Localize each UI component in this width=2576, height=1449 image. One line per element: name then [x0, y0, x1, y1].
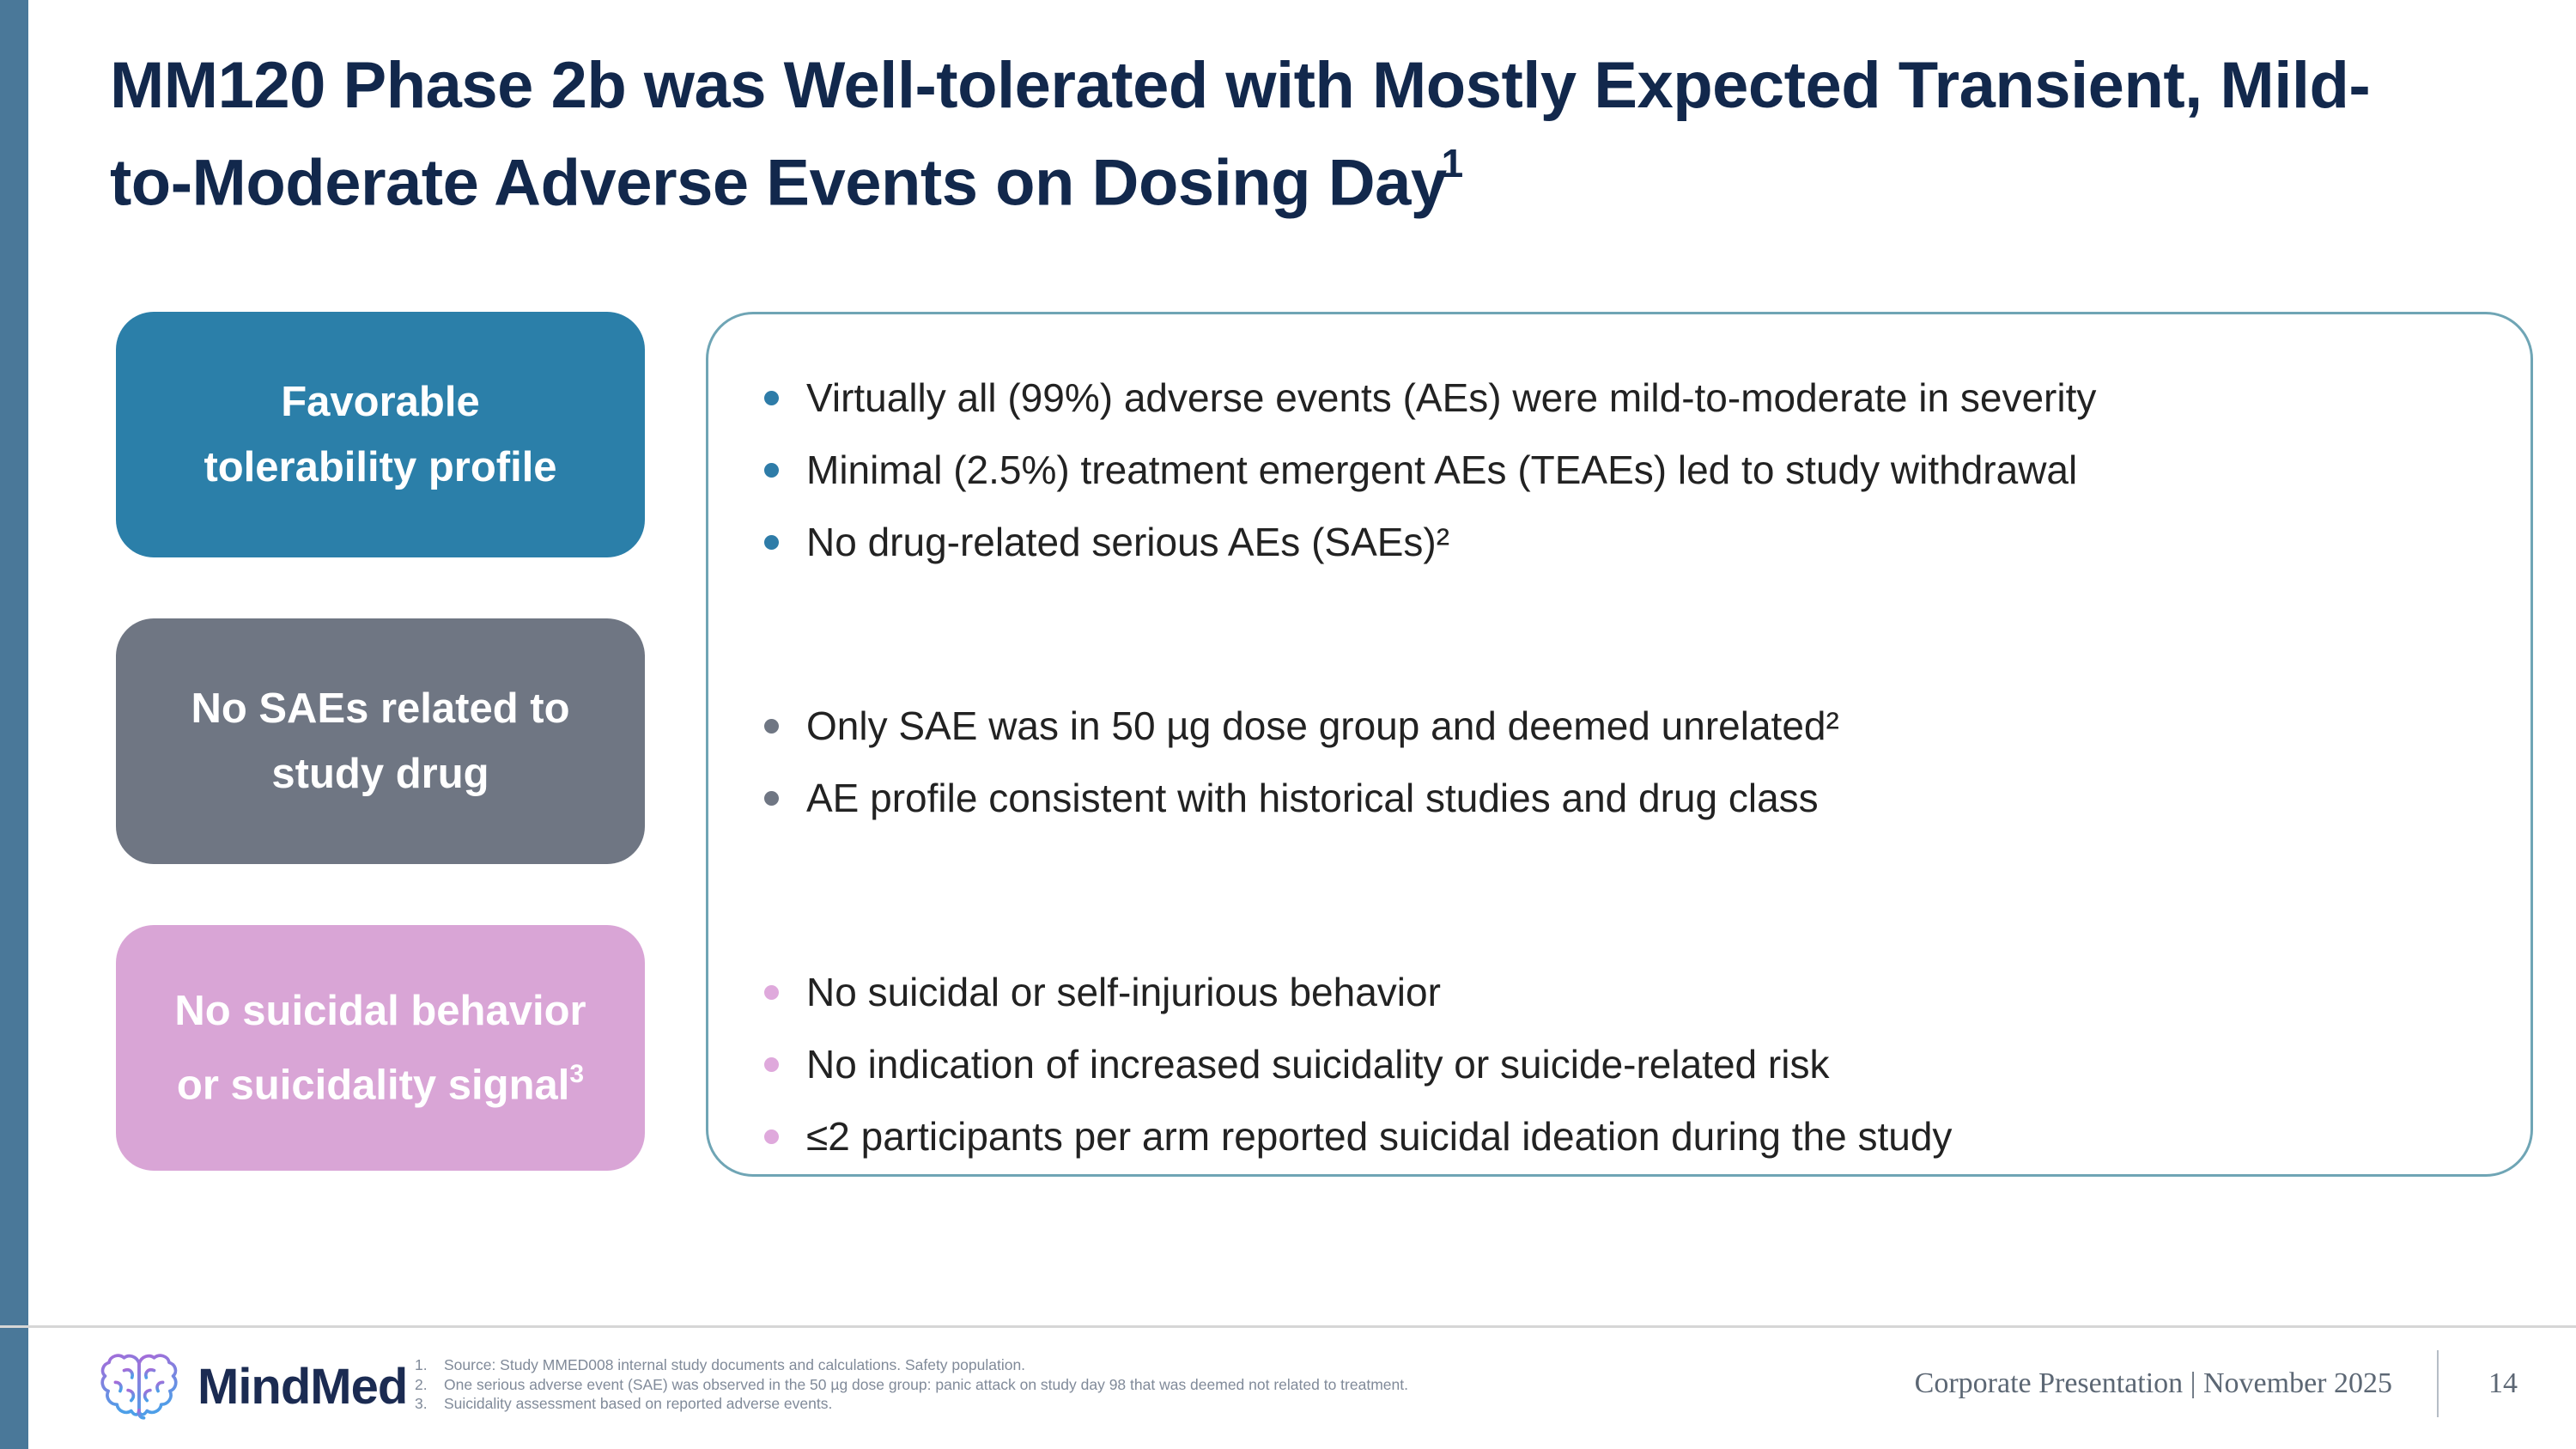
keybox-label-line-text: or suicidality signal — [176, 1062, 570, 1109]
bullet-group-saes: Only SAE was in 50 µg dose group and dee… — [764, 690, 1839, 834]
page-title-footnote-ref: 1 — [1441, 141, 1464, 186]
bullet-item: No drug-related serious AEs (SAEs)² — [764, 506, 2096, 578]
keybox-label-line: study drug — [271, 751, 489, 797]
page-number: 14 — [2488, 1367, 2518, 1399]
footnote-text: Source: Study MMED008 internal study doc… — [444, 1356, 1026, 1373]
bullet-item: No indication of increased suicidality o… — [764, 1028, 1952, 1100]
page-title-line-1: MM120 Phase 2b was Well-tolerated with M… — [110, 49, 2371, 122]
bullet-dot-icon — [764, 534, 779, 550]
footnote-row: 1. Source: Study MMED008 internal study … — [415, 1355, 1917, 1375]
bullet-dot-icon — [764, 718, 779, 734]
footnotes: 1. Source: Study MMED008 internal study … — [415, 1355, 1917, 1414]
bullet-text: No drug-related serious AEs (SAEs)² — [806, 520, 1450, 564]
bullet-dot-icon — [764, 390, 779, 405]
bullet-dot-icon — [764, 1129, 779, 1144]
footnote-row: 2. One serious adverse event (SAE) was o… — [415, 1375, 1917, 1395]
bullet-group-tolerability: Virtually all (99%) adverse events (AEs)… — [764, 362, 2096, 578]
footnote-number: 1. — [415, 1356, 428, 1373]
keybox-label-line: Favorable — [281, 379, 480, 425]
bullet-text: Minimal (2.5%) treatment emergent AEs (T… — [806, 447, 2078, 492]
footer-right: Corporate Presentation | November 2025 1… — [1915, 1344, 2518, 1423]
footnote-row: 3. Suicidality assessment based on repor… — [415, 1394, 1917, 1414]
brain-icon — [100, 1354, 178, 1420]
bullet-item: ≤2 participants per arm reported suicida… — [764, 1100, 1952, 1172]
keybox-no-saes: No SAEs related to study drug — [116, 618, 645, 864]
presentation-label: Corporate Presentation | November 2025 — [1914, 1367, 2392, 1399]
bullet-dot-icon — [764, 790, 779, 806]
bullet-item: Minimal (2.5%) treatment emergent AEs (T… — [764, 434, 2096, 506]
keybox-label-line: or suicidality signal3 — [177, 1044, 584, 1117]
bullets-outline-panel — [706, 312, 2533, 1177]
mindmed-logo: MindMed — [100, 1345, 408, 1428]
footnote-number: 2. — [415, 1375, 428, 1393]
bullet-dot-icon — [764, 1056, 779, 1072]
bullet-text: ≤2 participants per arm reported suicida… — [806, 1114, 1953, 1159]
bullet-item: AE profile consistent with historical st… — [764, 762, 1839, 834]
page-title-line-2: to-Moderate Adverse Events on Dosing Day… — [110, 127, 2549, 224]
bullet-group-suicidality: No suicidal or self-injurious behavior N… — [764, 956, 1952, 1172]
footnote-text: One serious adverse event (SAE) was obse… — [444, 1375, 1408, 1393]
keybox-footnote-ref: 3 — [569, 1059, 585, 1088]
keybox-no-suicidality: No suicidal behavior or suicidality sign… — [116, 925, 645, 1171]
bullet-text: Virtually all (99%) adverse events (AEs)… — [806, 375, 2097, 420]
bullet-item: Virtually all (99%) adverse events (AEs)… — [764, 362, 2096, 434]
keybox-label-line: No SAEs related to — [191, 685, 570, 732]
bullet-dot-icon — [764, 462, 779, 478]
footer-divider-line — [0, 1325, 2576, 1328]
bullet-dot-icon — [764, 984, 779, 1000]
bullet-item: Only SAE was in 50 µg dose group and dee… — [764, 690, 1839, 762]
footer-vertical-divider — [2437, 1350, 2439, 1417]
footnote-number: 3. — [415, 1395, 428, 1412]
keybox-label-line: tolerability profile — [204, 444, 557, 490]
left-accent-bar — [0, 0, 28, 1449]
bullet-text: No suicidal or self-injurious behavior — [806, 970, 1441, 1014]
footnote-text: Suicidality assessment based on reported… — [444, 1395, 833, 1412]
bullet-text: Only SAE was in 50 µg dose group and dee… — [806, 703, 1839, 748]
bullet-text: No indication of increased suicidality o… — [806, 1042, 1830, 1087]
bullet-item: No suicidal or self-injurious behavior — [764, 956, 1952, 1028]
mindmed-logotype: MindMed — [197, 1358, 408, 1415]
page-title-line-2-text: to-Moderate Adverse Events on Dosing Day — [110, 146, 1447, 220]
keybox-label-line: No suicidal behavior — [174, 987, 586, 1034]
bullet-text: AE profile consistent with historical st… — [806, 776, 1819, 820]
keybox-favorable-tolerability: Favorable tolerability profile — [116, 312, 645, 557]
page-title: MM120 Phase 2b was Well-tolerated with M… — [110, 45, 2549, 224]
